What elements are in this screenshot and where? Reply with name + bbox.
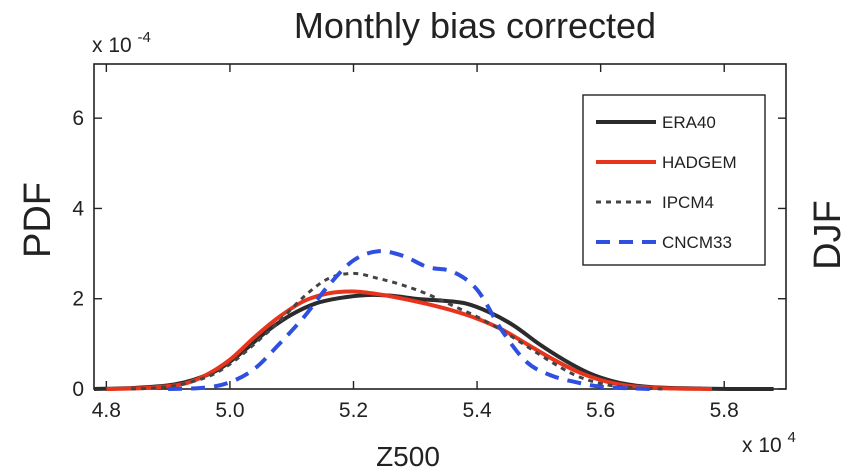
x-exponent-base: x 10 xyxy=(742,434,782,457)
series-line-cncm33 xyxy=(168,249,651,391)
y-exponent-label: x 10 -4 xyxy=(92,29,151,57)
x-tick-label: 5.2 xyxy=(339,399,368,422)
x-tick-label: 5.8 xyxy=(710,399,739,422)
chart-title: Monthly bias corrected xyxy=(294,5,656,46)
x-axis-label: Z500 xyxy=(376,441,440,472)
legend-label-era40: ERA40 xyxy=(662,113,716,132)
x-exponent-label: x 10 4 xyxy=(742,429,796,457)
y-exponent-base: x 10 xyxy=(92,34,132,57)
series-line-ipcm4 xyxy=(131,271,663,391)
y-tick-label: 4 xyxy=(72,197,84,220)
x-tick-label: 5.4 xyxy=(462,399,492,422)
y-axis-label: PDF xyxy=(17,182,59,258)
legend-items: ERA40 HADGEM IPCM4 CNCM33 xyxy=(596,113,737,252)
legend: ERA40 HADGEM IPCM4 CNCM33 xyxy=(582,94,766,266)
x-exponent-power: 4 xyxy=(788,429,796,446)
series-line-hadgem xyxy=(106,289,712,391)
y-tick-label: 0 xyxy=(72,378,84,401)
y-tick-label: 6 xyxy=(72,107,84,130)
y-exponent-power: -4 xyxy=(138,29,151,46)
series-layer xyxy=(93,249,774,392)
x-tick-label: 5.6 xyxy=(586,399,615,422)
x-tick-label: 4.8 xyxy=(92,399,121,422)
legend-label-cncm33: CNCM33 xyxy=(662,233,732,252)
y-tick-label: 2 xyxy=(72,288,84,311)
right-season-label: DJF xyxy=(807,200,849,270)
legend-label-ipcm4: IPCM4 xyxy=(662,193,714,212)
x-tick-label: 5.0 xyxy=(215,399,244,422)
legend-label-hadgem: HADGEM xyxy=(662,153,737,172)
